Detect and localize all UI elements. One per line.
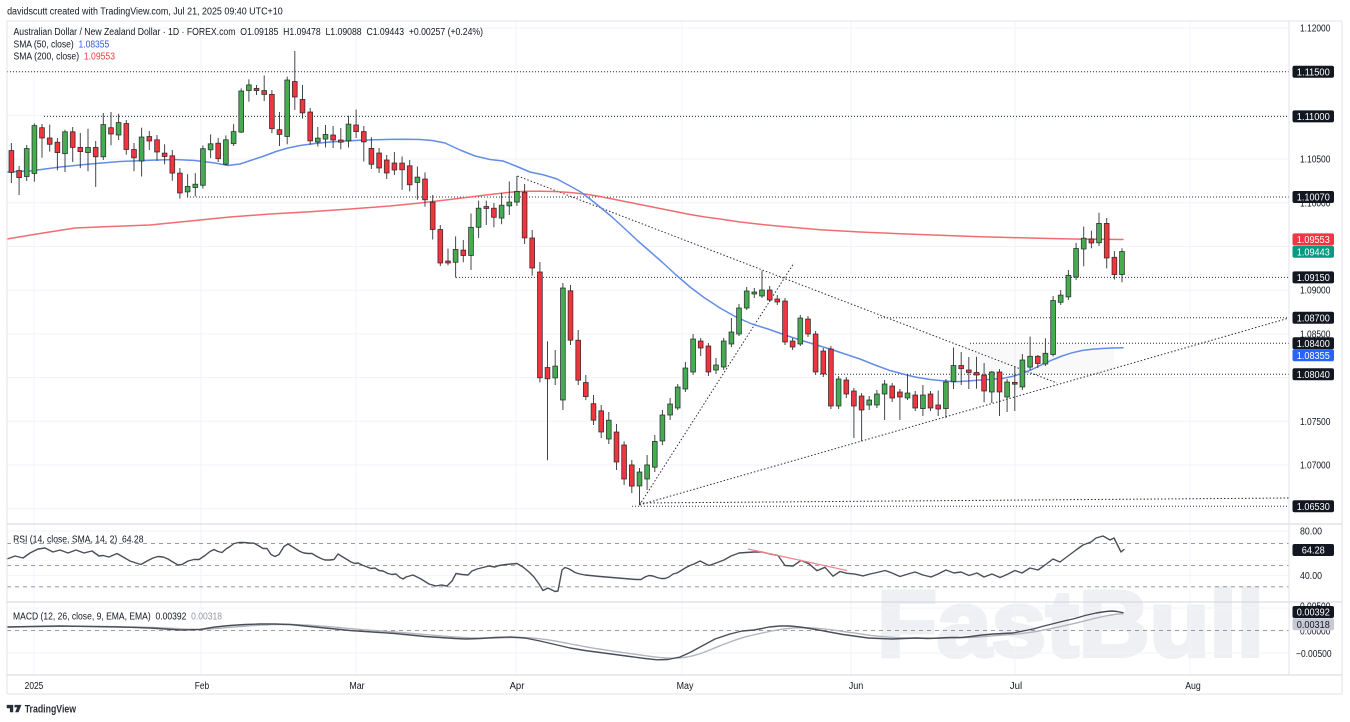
svg-text:1.11500: 1.11500 [1297,67,1331,78]
svg-text:64.28: 64.28 [1302,546,1326,557]
svg-text:TradingView: TradingView [25,704,77,716]
svg-text:Australian Dollar / New Zealan: Australian Dollar / New Zealand Dollar ·… [14,27,484,38]
svg-text:0.00318: 0.00318 [1297,620,1331,631]
svg-text:1.08500: 1.08500 [1300,329,1331,340]
svg-text:1.10500: 1.10500 [1300,155,1331,166]
svg-text:Mar: Mar [349,681,365,692]
svg-text:−0.00500: −0.00500 [1296,649,1332,660]
svg-text:0.00392: 0.00392 [1297,608,1330,619]
svg-text:1.06530: 1.06530 [1297,502,1331,513]
svg-text:SMA (50, close) 1.08355: SMA (50, close) 1.08355 [14,40,110,51]
svg-text:1.08355: 1.08355 [1297,351,1331,362]
svg-text:0.00000: 0.00000 [1300,627,1331,638]
svg-text:MACD (12, 26, close, 9, EMA, E: MACD (12, 26, close, 9, EMA, EMA) 0.0039… [13,612,222,623]
svg-text:1.10070: 1.10070 [1297,193,1331,204]
svg-text:1.08040: 1.08040 [1297,370,1331,381]
svg-text:1.08400: 1.08400 [1297,339,1331,350]
svg-text:1.09443: 1.09443 [1297,247,1331,258]
svg-text:1.09150: 1.09150 [1297,273,1331,284]
svg-text:Jun: Jun [849,681,864,692]
svg-text:Apr: Apr [510,681,526,692]
svg-text:May: May [677,681,694,692]
svg-text:1.07000: 1.07000 [1300,461,1331,472]
svg-text:40.00: 40.00 [1300,571,1322,582]
svg-text:SMA (200, close) 1.09553: SMA (200, close) 1.09553 [14,52,116,63]
svg-text:1.11000: 1.11000 [1297,112,1331,123]
svg-text:1.08700: 1.08700 [1297,313,1331,324]
svg-text:davidscutt created with Tradin: davidscutt created with TradingView.com,… [7,7,283,18]
svg-text:RSI (14, close, SMA, 14, 2) 6: RSI (14, close, SMA, 14, 2) 64.28 [13,534,144,545]
svg-text:80.00: 80.00 [1300,527,1322,538]
svg-text:1.12000: 1.12000 [1300,24,1331,35]
svg-text:1.10000: 1.10000 [1300,198,1331,209]
svg-text:Aug: Aug [1185,681,1201,692]
svg-text:Jul: Jul [1010,681,1022,692]
svg-text:Feb: Feb [195,681,210,692]
svg-text:2025: 2025 [25,681,44,692]
svg-text:1.07500: 1.07500 [1300,417,1331,428]
svg-text:1.09553: 1.09553 [1297,235,1331,246]
svg-text:1.09000: 1.09000 [1300,286,1331,297]
svg-text:FastBull: FastBull [877,571,1264,676]
